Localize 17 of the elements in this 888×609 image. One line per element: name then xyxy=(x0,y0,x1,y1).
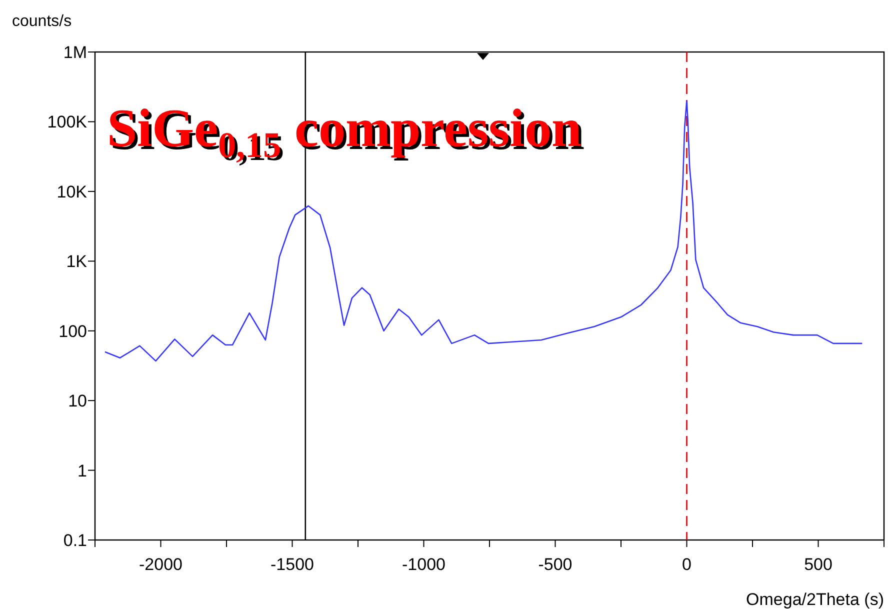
y-tick-label: 1K xyxy=(66,252,88,272)
x-tick-label: 0 xyxy=(682,555,692,574)
x-axis-title: Omega/2Theta (s) xyxy=(746,590,884,609)
line-series xyxy=(104,100,863,362)
y-tick-label: 0.1 xyxy=(63,531,87,550)
y-tick-label: 1 xyxy=(78,461,87,480)
x-tick-label: -1500 xyxy=(270,555,314,574)
y-tick-label: 100 xyxy=(58,322,87,341)
x-tick-label: -2000 xyxy=(139,555,182,574)
y-tick-label: 1M xyxy=(63,43,87,62)
x-tick-label: -1000 xyxy=(402,555,446,574)
x-tick-label: 500 xyxy=(804,555,832,574)
y-tick-label: 10K xyxy=(56,182,88,202)
y-tick-label: 100K xyxy=(47,112,88,132)
y-tick-label: 10 xyxy=(68,392,87,411)
x-tick-label: -500 xyxy=(538,555,572,574)
y-axis-title: counts/s xyxy=(12,13,72,30)
